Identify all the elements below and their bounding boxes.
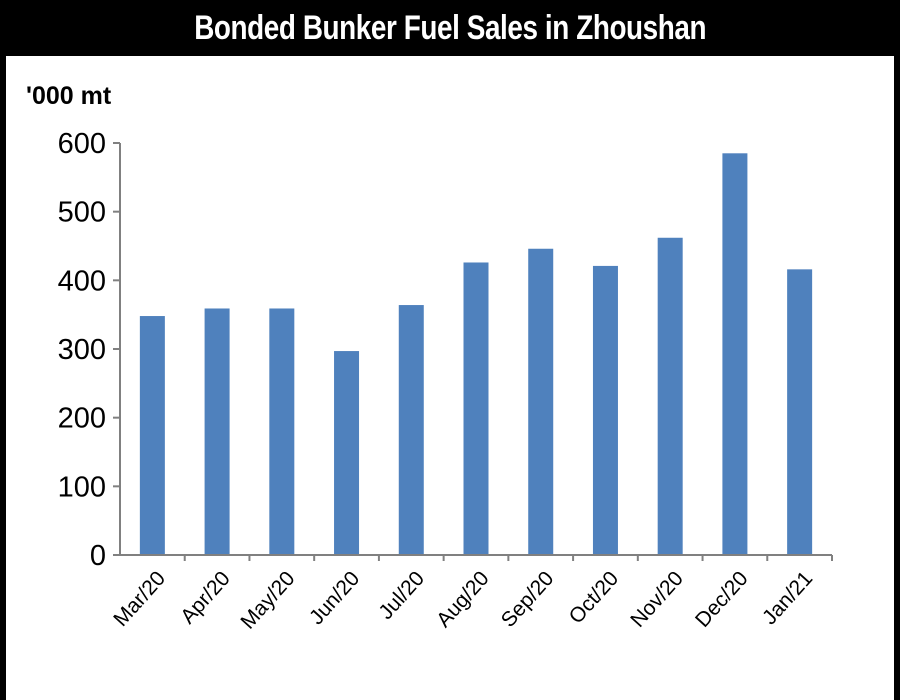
bar-jun-20 xyxy=(334,351,360,555)
chart-panel: '000 mt 0 100 200 300 400 500 600 Mar/20 Apr/20… xyxy=(6,56,894,700)
x-tick-label: Apr/20 xyxy=(176,567,234,628)
x-tick-label: Jan/21 xyxy=(758,567,817,629)
y-tick-label: 0 xyxy=(90,540,106,572)
y-tick-label: 600 xyxy=(58,128,106,160)
x-tick-label: Jun/20 xyxy=(305,567,364,629)
x-tick-label: Aug/20 xyxy=(432,567,494,632)
bar-mar-20 xyxy=(139,316,165,555)
x-tick-label: Mar/20 xyxy=(109,567,170,631)
y-axis-ticks: 0 100 200 300 400 500 600 xyxy=(58,128,120,572)
bar-jan-21 xyxy=(787,269,813,555)
y-tick-label: 300 xyxy=(58,334,106,366)
y-axis-unit-label: '000 mt xyxy=(26,82,112,110)
y-tick-label: 100 xyxy=(58,471,106,503)
bar-aug-20 xyxy=(463,262,489,555)
x-axis-labels: Mar/20 Apr/20 May/20 Jun/20 Jul/20 Aug/20 Sep/… xyxy=(109,555,833,634)
bar-dec-20 xyxy=(722,153,748,556)
x-tick-label: Dec/20 xyxy=(691,567,753,632)
y-tick-label: 500 xyxy=(58,197,106,229)
bar-may-20 xyxy=(269,308,295,555)
x-tick-label: Sep/20 xyxy=(497,567,559,632)
bar-apr-20 xyxy=(204,308,230,555)
y-tick-label: 200 xyxy=(58,403,106,435)
bar-nov-20 xyxy=(657,237,683,555)
x-tick-label: Oct/20 xyxy=(565,567,623,628)
x-tick-label: May/20 xyxy=(236,567,299,634)
bars xyxy=(139,153,813,556)
chart-title-bar: Bonded Bunker Fuel Sales in Zhoushan xyxy=(0,0,900,56)
bar-jul-20 xyxy=(398,305,424,555)
bar-sep-20 xyxy=(528,248,554,555)
y-tick-label: 400 xyxy=(58,265,106,297)
bar-chart: '000 mt 0 100 200 300 400 500 600 Mar/20 Apr/20… xyxy=(26,82,833,634)
chart-title: Bonded Bunker Fuel Sales in Zhoushan xyxy=(194,8,706,47)
x-tick-label: Jul/20 xyxy=(374,567,429,624)
bar-oct-20 xyxy=(592,265,618,555)
x-tick-label: Nov/20 xyxy=(626,567,688,632)
